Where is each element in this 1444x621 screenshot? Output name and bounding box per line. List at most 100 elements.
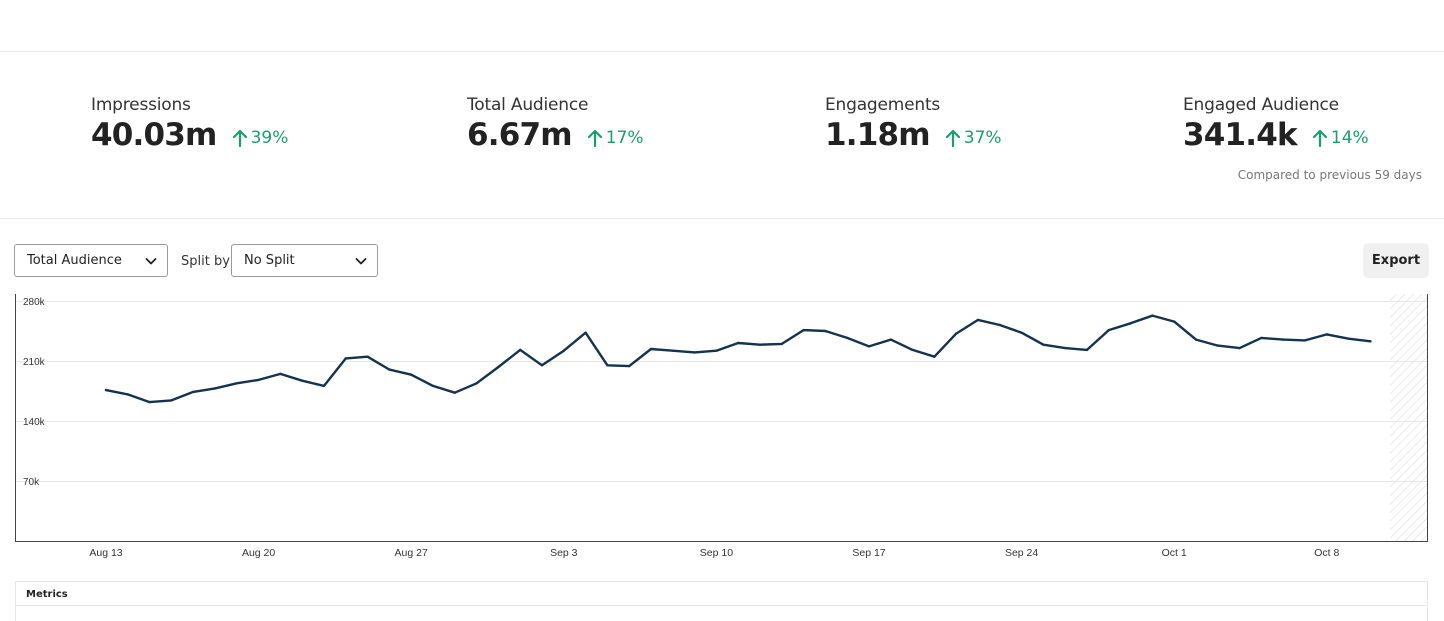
data-point bbox=[933, 355, 936, 358]
data-point bbox=[1085, 348, 1089, 352]
data-point bbox=[1216, 344, 1220, 347]
data-point bbox=[235, 382, 238, 385]
data-point bbox=[1238, 346, 1241, 350]
data-point bbox=[780, 342, 783, 346]
y-tick-label: 210k bbox=[23, 357, 46, 368]
series-line bbox=[104, 314, 1372, 404]
stat-engaged-audience: Engaged Audience 341.4k 14% bbox=[1183, 95, 1369, 153]
data-point bbox=[170, 399, 173, 402]
data-point bbox=[758, 343, 762, 346]
data-point bbox=[519, 348, 522, 352]
stat-label: Engagements bbox=[825, 95, 941, 115]
data-point bbox=[998, 323, 1001, 327]
data-point bbox=[911, 348, 914, 352]
x-tick-label: Oct 1 bbox=[1162, 547, 1187, 559]
split-select[interactable]: No Split bbox=[231, 244, 378, 277]
compare-note: Compared to previous 59 days bbox=[1237, 168, 1422, 182]
data-point bbox=[671, 349, 674, 352]
stat-change: 39% bbox=[232, 128, 288, 148]
data-point bbox=[562, 349, 565, 352]
data-point bbox=[279, 372, 282, 376]
x-tick-label: Sep 10 bbox=[700, 547, 733, 559]
data-point bbox=[1042, 343, 1045, 346]
y-tick-label: 140k bbox=[23, 417, 46, 428]
metrics-divider bbox=[16, 605, 1427, 606]
stat-total-audience: Total Audience 6.67m 17% bbox=[467, 95, 644, 153]
data-point bbox=[1151, 314, 1154, 317]
stat-value: 6.67m bbox=[467, 117, 573, 153]
chevron-down-icon bbox=[355, 258, 367, 265]
line-chart: 70k 140k 210k 280k Aug 13 Aug 20 Aug 27 Sep 3 S… bbox=[15, 294, 1428, 559]
data-point bbox=[1325, 333, 1329, 336]
stat-change-value: 17% bbox=[605, 127, 644, 148]
arrow-up-icon bbox=[945, 129, 960, 147]
y-tick-label: 70k bbox=[23, 477, 40, 488]
stat-value: 341.4k bbox=[1183, 117, 1298, 153]
data-point bbox=[889, 338, 892, 341]
data-point bbox=[737, 341, 740, 345]
data-point bbox=[649, 347, 653, 351]
data-point bbox=[1369, 340, 1372, 343]
metrics-table: Metrics bbox=[15, 581, 1428, 621]
x-tick-label: Aug 20 bbox=[242, 547, 275, 559]
data-point bbox=[410, 373, 413, 376]
data-point bbox=[802, 328, 805, 332]
stat-change: 17% bbox=[587, 127, 644, 148]
arrow-up-icon bbox=[1312, 129, 1327, 147]
data-point bbox=[955, 332, 958, 335]
stat-impressions: Impressions 40.03m 39% bbox=[91, 95, 288, 153]
stat-change: 37% bbox=[945, 127, 1002, 148]
x-tick-label: Sep 24 bbox=[1005, 547, 1038, 559]
arrow-up-icon bbox=[587, 129, 602, 147]
stat-label: Engaged Audience bbox=[1183, 95, 1339, 115]
data-point bbox=[497, 365, 500, 369]
data-point bbox=[344, 357, 347, 360]
metrics-label: Metrics bbox=[26, 589, 68, 600]
stat-engagements: Engagements 1.18m 37% bbox=[825, 95, 1002, 153]
data-point bbox=[148, 400, 151, 404]
data-point bbox=[606, 364, 609, 367]
future-hatch-region bbox=[1390, 294, 1427, 541]
data-point bbox=[540, 364, 544, 367]
data-point bbox=[715, 349, 718, 352]
data-point bbox=[976, 318, 980, 322]
data-point bbox=[1173, 320, 1176, 323]
x-tick-label: Sep 17 bbox=[852, 547, 885, 559]
x-tick-label: Oct 8 bbox=[1314, 547, 1339, 559]
stat-change-value: 37% bbox=[963, 127, 1002, 148]
data-point bbox=[322, 384, 326, 388]
x-tick-label: Aug 27 bbox=[395, 547, 428, 559]
data-point bbox=[388, 368, 391, 371]
data-point bbox=[1347, 337, 1350, 340]
data-point bbox=[1107, 328, 1111, 332]
arrow-up-icon bbox=[232, 129, 247, 147]
stats-panel: Impressions 40.03m 39% Total Audience 6.… bbox=[0, 52, 1444, 219]
data-point bbox=[1129, 322, 1132, 325]
data-point bbox=[1194, 338, 1198, 341]
data-point bbox=[1064, 346, 1067, 350]
stat-change: 14% bbox=[1312, 127, 1369, 148]
data-point bbox=[846, 336, 849, 340]
data-point bbox=[824, 329, 827, 333]
data-point bbox=[1303, 339, 1307, 342]
data-point bbox=[867, 345, 871, 348]
x-tick-label: Sep 3 bbox=[550, 547, 578, 559]
chevron-down-icon bbox=[145, 258, 157, 265]
data-point bbox=[453, 391, 456, 394]
data-point bbox=[1260, 336, 1263, 340]
data-point bbox=[584, 331, 587, 334]
data-point bbox=[1020, 331, 1023, 334]
stat-value: 40.03m bbox=[91, 117, 217, 153]
data-point bbox=[126, 393, 129, 396]
export-button[interactable]: Export bbox=[1363, 243, 1429, 278]
x-tick-label: Aug 13 bbox=[89, 547, 122, 559]
data-point bbox=[301, 379, 304, 382]
stat-label: Impressions bbox=[91, 95, 191, 115]
stat-value: 1.18m bbox=[825, 117, 931, 153]
data-point bbox=[693, 351, 696, 354]
stat-change-value: 14% bbox=[1330, 127, 1369, 148]
data-point bbox=[1282, 338, 1285, 341]
metric-select[interactable]: Total Audience bbox=[14, 244, 168, 277]
split-select-value: No Split bbox=[244, 253, 295, 268]
data-point bbox=[192, 390, 195, 394]
